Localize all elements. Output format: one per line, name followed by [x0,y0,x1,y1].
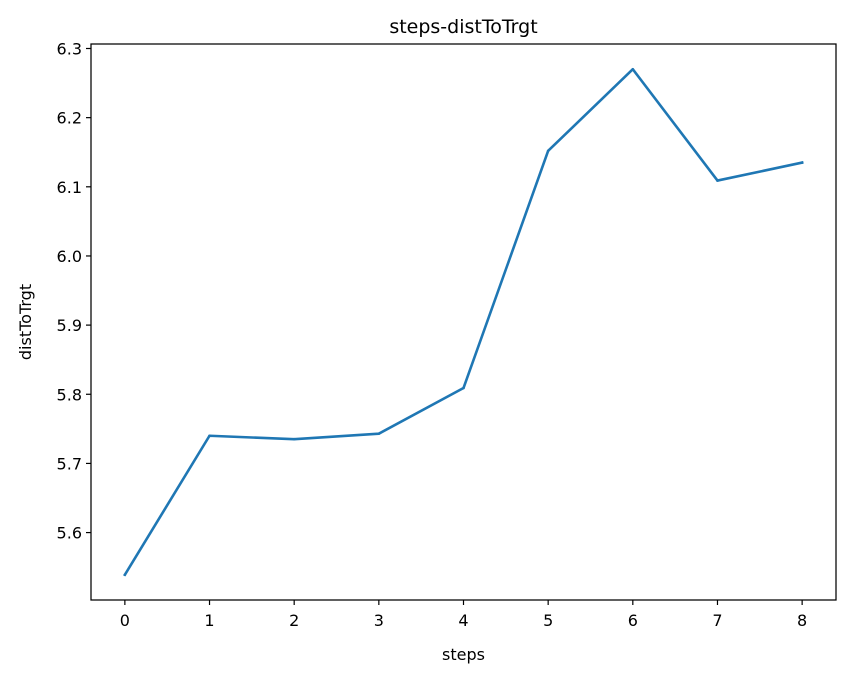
x-tick-label: 7 [712,611,722,630]
y-tick-label: 6.0 [57,247,82,266]
y-tick-label: 6.1 [57,178,82,197]
y-axis-ticks: 5.6 5.7 5.8 5.9 6.0 6.1 6.2 6.3 [57,39,91,543]
x-tick-label: 8 [797,611,807,630]
x-tick-label: 1 [204,611,214,630]
x-tick-label: 3 [374,611,384,630]
data-point [631,67,635,71]
x-tick-label: 2 [289,611,299,630]
data-point [292,437,296,441]
chart-title: steps-distToTrgt [389,16,537,38]
y-tick-label: 5.6 [57,524,82,543]
x-tick-label: 0 [120,611,130,630]
series-line [123,67,804,577]
data-point [208,434,211,438]
y-axis-label: distToTrgt [16,284,35,360]
data-point [462,386,465,390]
x-axis-label: steps [442,645,485,664]
y-tick-label: 5.7 [57,454,82,473]
x-tick-label: 6 [628,611,638,630]
y-tick-label: 6.3 [57,39,82,58]
y-tick-label: 5.8 [57,385,82,404]
plot-frame [90,43,837,601]
x-tick-label: 4 [458,611,468,630]
data-point [716,179,719,182]
y-tick-label: 5.9 [57,316,82,335]
y-tick-label: 6.2 [57,109,82,128]
data-point [377,432,381,435]
series-layer [123,67,804,577]
data-point [800,161,804,164]
x-tick-label: 5 [543,611,553,630]
x-axis-ticks: 0 1 2 3 4 5 6 7 8 [120,600,807,630]
data-point [546,149,550,153]
data-point [123,573,127,577]
